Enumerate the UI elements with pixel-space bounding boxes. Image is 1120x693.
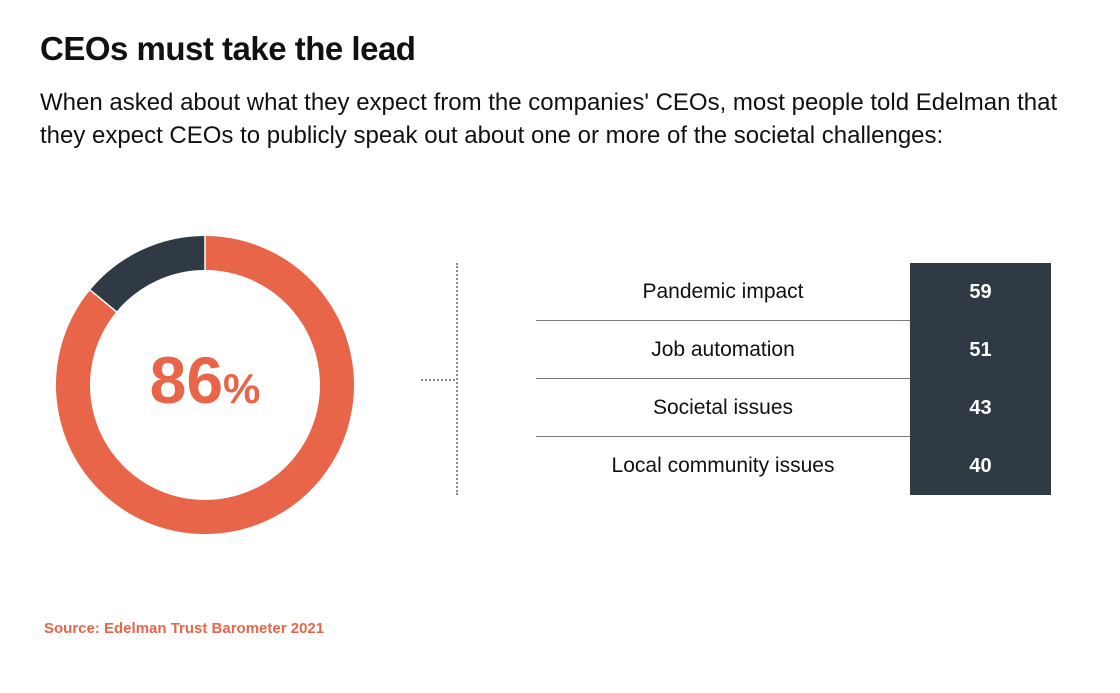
row-label-societal-issues: Societal issues — [652, 396, 794, 419]
table-row: Job automation 51 — [536, 321, 1051, 379]
donut-slice-0 — [56, 236, 354, 534]
row-divider — [536, 436, 910, 437]
row-divider — [536, 378, 910, 379]
table-row: Pandemic impact 59 — [536, 263, 1051, 321]
dotted-connector-horizontal — [421, 379, 455, 381]
donut-center-label: 86% — [150, 343, 261, 417]
row-label-local-community-issues: Local community issues — [611, 454, 835, 477]
donut-slices — [56, 236, 354, 534]
source-note: Source: Edelman Trust Barometer 2021 — [44, 620, 325, 637]
donut-slice-1 — [90, 236, 206, 313]
table-row: Societal issues 43 — [536, 379, 1051, 437]
donut-chart: 86% — [56, 236, 354, 534]
chart-title: CEOs must take the lead — [40, 30, 416, 67]
row-value-local-community-issues: 40 — [910, 437, 1051, 495]
donut-slice-separator — [89, 289, 117, 313]
donut-center-unit: % — [223, 365, 260, 412]
dotted-connector-vertical — [456, 263, 458, 495]
row-value-pandemic-impact: 59 — [910, 263, 1051, 321]
donut-center-value: 86 — [150, 343, 223, 417]
row-value-job-automation: 51 — [910, 321, 1051, 379]
chart-subtitle: When asked about what they expect from t… — [40, 89, 1058, 149]
row-label-job-automation: Job automation — [651, 338, 795, 361]
table-row: Local community issues 40 — [536, 437, 1051, 495]
issues-table: Pandemic impact 59 Job automation 51 Soc… — [536, 263, 1051, 495]
row-divider — [536, 320, 910, 321]
row-value-societal-issues: 43 — [910, 379, 1051, 437]
row-label-pandemic-impact: Pandemic impact — [642, 280, 804, 303]
